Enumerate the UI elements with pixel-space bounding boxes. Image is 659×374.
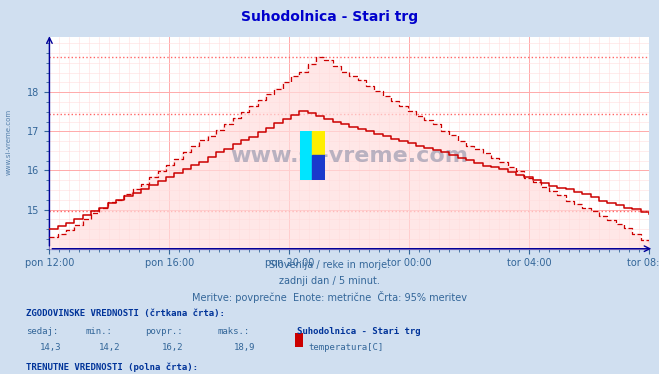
Bar <box>312 131 325 155</box>
Text: 18,9: 18,9 <box>234 343 256 352</box>
Text: 14,3: 14,3 <box>40 343 61 352</box>
Bar <box>312 155 325 180</box>
Text: temperatura[C]: temperatura[C] <box>308 343 384 352</box>
Text: sedaj:: sedaj: <box>26 327 59 335</box>
Text: Meritve: povprečne  Enote: metrične  Črta: 95% meritev: Meritve: povprečne Enote: metrične Črta:… <box>192 291 467 303</box>
Text: zadnji dan / 5 minut.: zadnji dan / 5 minut. <box>279 276 380 286</box>
Bar <box>300 131 312 180</box>
Text: min.:: min.: <box>86 327 113 335</box>
Text: maks.:: maks.: <box>217 327 250 335</box>
Text: TRENUTNE VREDNOSTI (polna črta):: TRENUTNE VREDNOSTI (polna črta): <box>26 363 198 372</box>
Text: www.si-vreme.com: www.si-vreme.com <box>230 146 469 166</box>
Text: Suhodolnica - Stari trg: Suhodolnica - Stari trg <box>297 327 420 335</box>
Text: Slovenija / reke in morje.: Slovenija / reke in morje. <box>269 260 390 270</box>
Text: 14,2: 14,2 <box>99 343 121 352</box>
Text: povpr.:: povpr.: <box>145 327 183 335</box>
Text: www.si-vreme.com: www.si-vreme.com <box>5 109 11 175</box>
Text: Suhodolnica - Stari trg: Suhodolnica - Stari trg <box>241 10 418 24</box>
Text: ZGODOVINSKE VREDNOSTI (črtkana črta):: ZGODOVINSKE VREDNOSTI (črtkana črta): <box>26 309 225 318</box>
Text: 16,2: 16,2 <box>161 343 183 352</box>
